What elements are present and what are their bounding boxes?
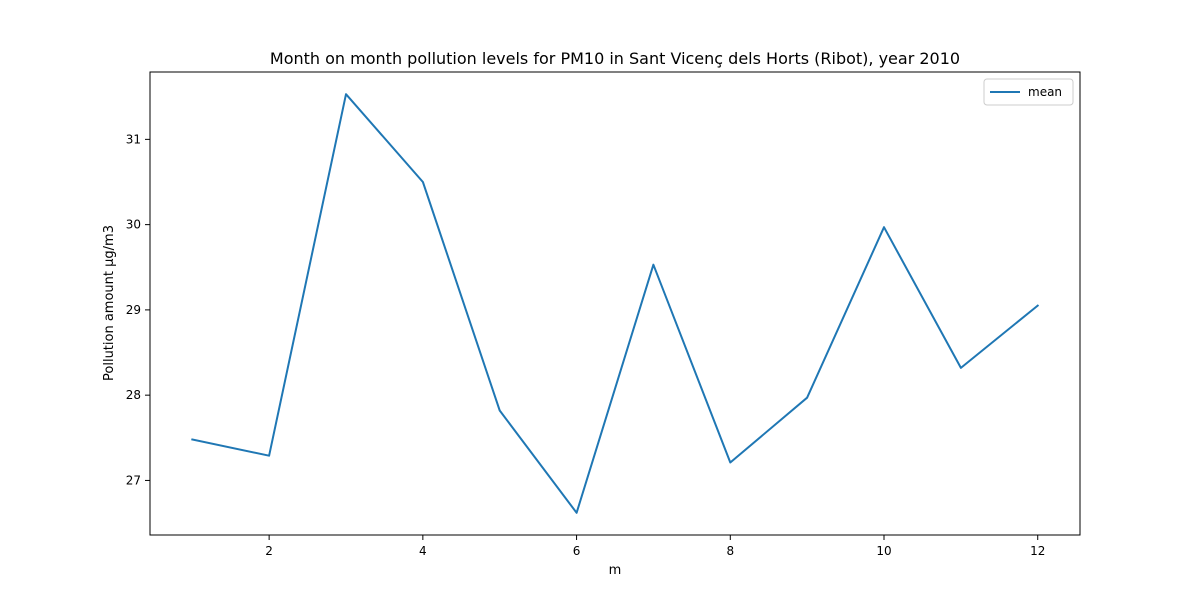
x-tick-label: 4 (419, 544, 427, 558)
y-axis-ticks: 27 28 29 30 31 (126, 132, 150, 487)
chart-title: Month on month pollution levels for PM10… (270, 49, 960, 68)
x-tick-label: 8 (726, 544, 734, 558)
legend: mean (983, 78, 1074, 106)
x-axis-ticks: 2 4 6 8 10 12 (265, 535, 1045, 558)
series-line-mean (191, 93, 1040, 514)
plot-area (191, 93, 1040, 514)
y-tick-label: 27 (126, 473, 141, 487)
y-tick-label: 28 (126, 388, 141, 402)
x-tick-label: 2 (265, 544, 273, 558)
y-tick-label: 30 (126, 218, 141, 232)
x-axis-label: m (609, 563, 622, 578)
y-tick-label: 29 (126, 303, 141, 317)
y-tick-label: 31 (126, 132, 141, 146)
x-tick-label: 10 (876, 544, 891, 558)
x-tick-label: 12 (1030, 544, 1045, 558)
y-axis-label: Pollution amount µg/m3 (102, 225, 117, 381)
x-tick-label: 6 (573, 544, 581, 558)
legend-box (983, 78, 1074, 106)
legend-label-mean: mean (1028, 85, 1062, 99)
axes-frame (149, 71, 1081, 536)
